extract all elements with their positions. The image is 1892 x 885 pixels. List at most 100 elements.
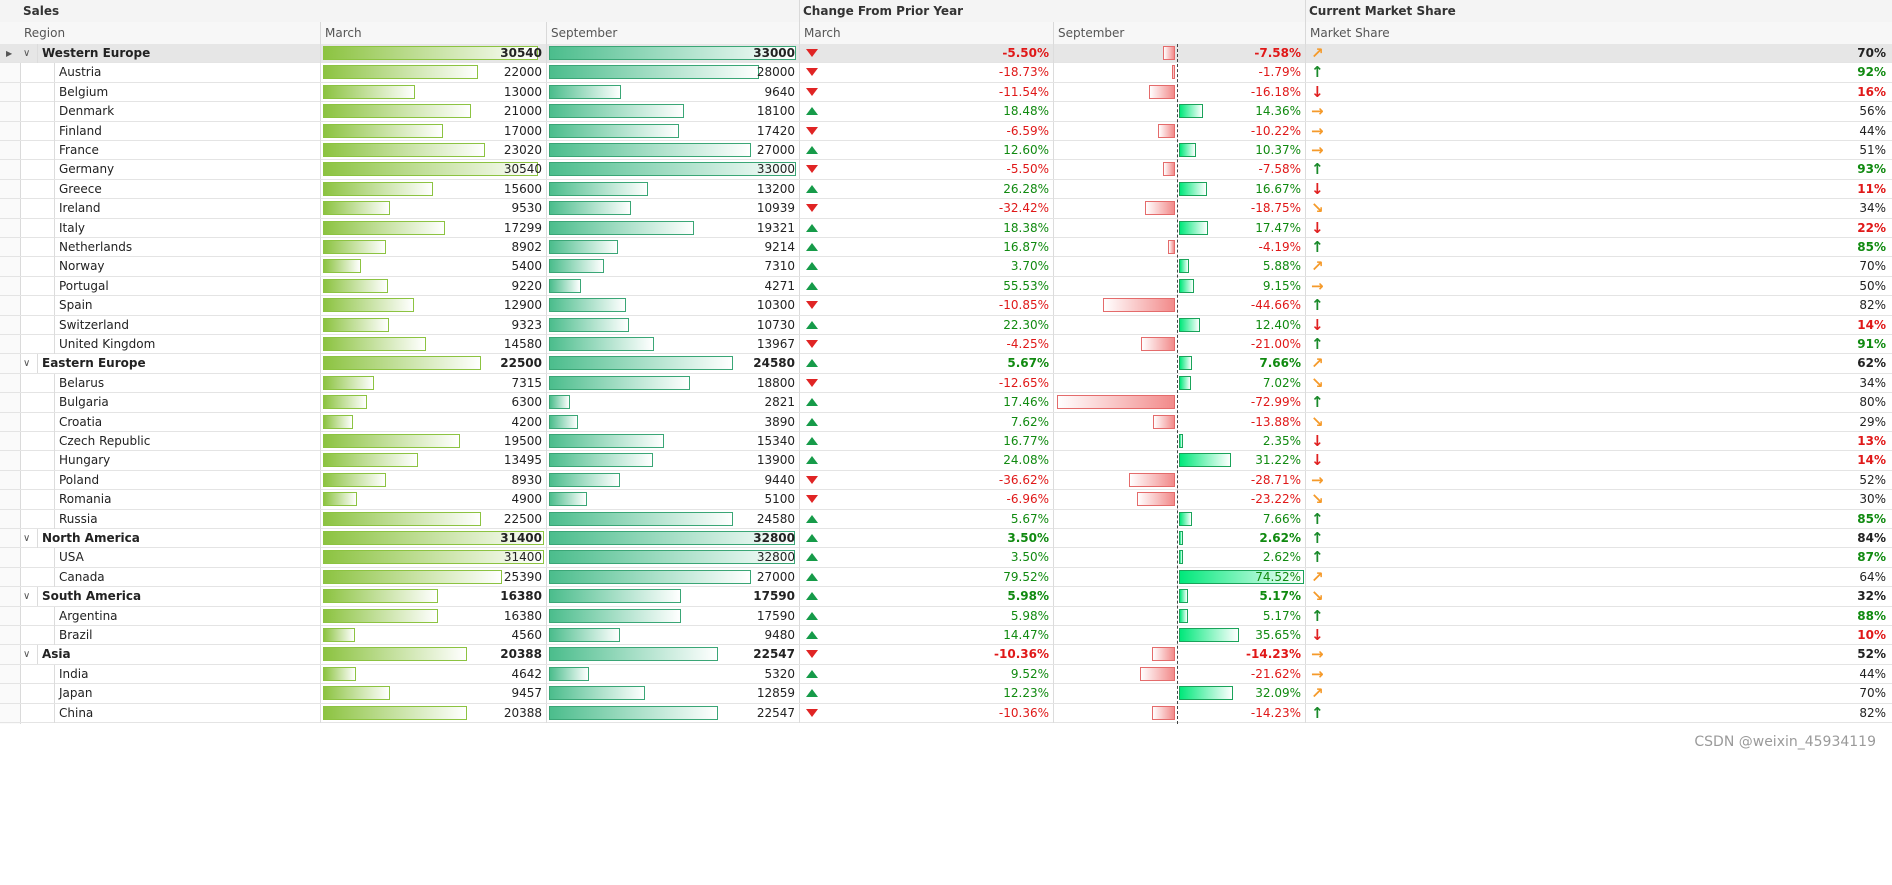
change-september-cell[interactable]: -44.66% xyxy=(1054,296,1306,316)
change-march-cell[interactable]: 9.52% xyxy=(800,664,1054,684)
change-march-cell[interactable]: -32.42% xyxy=(800,199,1054,219)
september-sales-cell[interactable]: 12859 xyxy=(547,684,800,704)
change-september-cell[interactable]: 7.66% xyxy=(1054,509,1306,529)
change-march-cell[interactable]: -11.54% xyxy=(800,82,1054,102)
market-share-cell[interactable]: ↗ 70% xyxy=(1306,257,1892,276)
march-sales-cell[interactable]: 9457 xyxy=(321,684,547,704)
september-sales-cell[interactable]: 17420 xyxy=(547,121,800,141)
band-current-market-share[interactable]: Current Market Share xyxy=(1309,4,1456,18)
region-cell[interactable]: Romania xyxy=(54,490,321,510)
market-share-cell[interactable]: ↓ 13% xyxy=(1306,432,1892,451)
change-september-cell[interactable]: 35.65% xyxy=(1054,626,1306,645)
change-september-cell[interactable]: 5.17% xyxy=(1054,587,1306,607)
change-september-cell[interactable]: -18.75% xyxy=(1054,199,1306,219)
chevron-down-icon[interactable]: ∨ xyxy=(23,48,31,59)
september-sales-cell[interactable]: 32800 xyxy=(547,529,800,548)
band-sales[interactable]: Sales xyxy=(20,0,800,22)
september-sales-cell[interactable]: 3890 xyxy=(547,412,800,432)
change-september-cell[interactable]: -10.22% xyxy=(1054,121,1306,141)
september-sales-cell[interactable]: 18100 xyxy=(547,102,800,122)
september-sales-cell[interactable]: 32800 xyxy=(547,548,800,568)
market-share-cell[interactable]: → 56% xyxy=(1306,102,1892,121)
market-share-cell[interactable]: → 44% xyxy=(1306,665,1892,684)
change-march-cell[interactable]: 5.67% xyxy=(800,354,1054,374)
market-share-cell[interactable]: ↑ 92% xyxy=(1306,63,1892,82)
september-sales-cell[interactable]: 18800 xyxy=(547,373,800,393)
march-sales-cell[interactable]: 23020 xyxy=(321,141,547,160)
table-row[interactable]: India 4642 5320 9.52% -21.62% → 44% xyxy=(0,664,1892,685)
march-sales-cell[interactable]: 13000 xyxy=(321,82,547,102)
market-share-cell[interactable]: ↗ 64% xyxy=(1306,568,1892,587)
change-march-cell[interactable]: -10.85% xyxy=(800,296,1054,316)
march-sales-cell[interactable]: 30540 xyxy=(321,160,547,180)
table-row[interactable]: Bulgaria 6300 2821 17.46% -72.99% ↑ 80% xyxy=(0,393,1892,413)
march-sales-cell[interactable]: 12900 xyxy=(321,296,547,316)
region-cell[interactable]: Brazil xyxy=(54,626,321,645)
header-change-september[interactable]: September xyxy=(1054,22,1306,44)
group-row[interactable]: ∨ Asia 20388 22547 -10.36% -14.23% → 52% xyxy=(0,645,1892,665)
market-share-cell[interactable]: ↑ 82% xyxy=(1306,704,1892,723)
change-september-cell[interactable]: -28.71% xyxy=(1054,470,1306,490)
september-sales-cell[interactable]: 24580 xyxy=(547,354,800,374)
change-march-cell[interactable]: -12.65% xyxy=(800,373,1054,393)
change-march-cell[interactable]: 12.60% xyxy=(800,141,1054,160)
change-march-cell[interactable]: 79.52% xyxy=(800,567,1054,587)
region-cell[interactable]: Italy xyxy=(54,218,321,238)
region-cell[interactable]: Czech Republic xyxy=(54,432,321,451)
change-march-cell[interactable]: 24.08% xyxy=(800,451,1054,471)
region-cell[interactable]: Canada xyxy=(54,567,321,587)
change-september-cell[interactable]: 5.17% xyxy=(1054,606,1306,626)
table-row[interactable]: Romania 4900 5100 -6.96% -23.22% ↘ 30% xyxy=(0,490,1892,510)
region-cell[interactable]: Western Europe xyxy=(37,44,321,63)
region-cell[interactable]: Portugal xyxy=(54,276,321,296)
change-september-cell[interactable]: 10.37% xyxy=(1054,141,1306,160)
march-sales-cell[interactable]: 17299 xyxy=(321,218,547,238)
september-sales-cell[interactable]: 13967 xyxy=(547,335,800,354)
region-cell[interactable]: Germany xyxy=(54,160,321,180)
change-march-cell[interactable]: -5.50% xyxy=(800,44,1054,63)
change-march-cell[interactable]: -6.59% xyxy=(800,121,1054,141)
region-cell[interactable]: Hungary xyxy=(54,451,321,471)
change-march-cell[interactable]: 26.28% xyxy=(800,179,1054,199)
header-change-march[interactable]: March xyxy=(800,22,1054,44)
market-share-cell[interactable]: → 52% xyxy=(1306,645,1892,664)
table-row[interactable]: United Kingdom 14580 13967 -4.25% -21.00% ↑ 91… xyxy=(0,335,1892,355)
change-march-cell[interactable]: 12.23% xyxy=(800,684,1054,704)
march-sales-cell[interactable]: 20388 xyxy=(321,703,547,723)
change-march-cell[interactable]: -6.96% xyxy=(800,490,1054,510)
market-share-cell[interactable]: ↑ 82% xyxy=(1306,296,1892,315)
march-sales-cell[interactable]: 8902 xyxy=(321,238,547,257)
region-cell[interactable]: Norway xyxy=(54,257,321,277)
september-sales-cell[interactable]: 10730 xyxy=(547,315,800,335)
march-sales-cell[interactable]: 14580 xyxy=(321,335,547,354)
region-cell[interactable]: India xyxy=(54,664,321,684)
region-cell[interactable]: Greece xyxy=(54,179,321,199)
region-cell[interactable]: United Kingdom xyxy=(54,335,321,354)
september-sales-cell[interactable]: 33000 xyxy=(547,44,800,63)
market-share-cell[interactable]: → 44% xyxy=(1306,122,1892,141)
region-cell[interactable]: Switzerland xyxy=(54,315,321,335)
march-sales-cell[interactable]: 17000 xyxy=(321,121,547,141)
market-share-cell[interactable]: ↓ 16% xyxy=(1306,83,1892,102)
market-share-cell[interactable]: ↗ 70% xyxy=(1306,44,1892,63)
change-september-cell[interactable]: 14.36% xyxy=(1054,102,1306,122)
change-march-cell[interactable]: 5.98% xyxy=(800,587,1054,607)
september-sales-cell[interactable]: 9640 xyxy=(547,82,800,102)
march-sales-cell[interactable]: 4200 xyxy=(321,412,547,432)
table-row[interactable]: Norway 5400 7310 3.70% 5.88% ↗ 70% xyxy=(0,257,1892,277)
table-row[interactable]: Spain 12900 10300 -10.85% -44.66% ↑ 82% xyxy=(0,296,1892,316)
region-cell[interactable]: South America xyxy=(37,587,321,607)
change-september-cell[interactable]: 16.67% xyxy=(1054,179,1306,199)
september-sales-cell[interactable]: 5320 xyxy=(547,664,800,684)
market-share-cell[interactable]: → 51% xyxy=(1306,141,1892,160)
march-sales-cell[interactable]: 9220 xyxy=(321,276,547,296)
march-sales-cell[interactable]: 8930 xyxy=(321,470,547,490)
market-share-cell[interactable]: ↘ 34% xyxy=(1306,199,1892,218)
change-march-cell[interactable]: 14.47% xyxy=(800,626,1054,645)
market-share-cell[interactable]: → 52% xyxy=(1306,471,1892,490)
change-september-cell[interactable]: -14.23% xyxy=(1054,703,1306,723)
market-share-cell[interactable]: ↓ 11% xyxy=(1306,180,1892,199)
september-sales-cell[interactable]: 2821 xyxy=(547,393,800,413)
table-row[interactable]: Italy 17299 19321 18.38% 17.47% ↓ 22% xyxy=(0,218,1892,238)
market-share-cell[interactable]: ↗ 62% xyxy=(1306,354,1892,373)
